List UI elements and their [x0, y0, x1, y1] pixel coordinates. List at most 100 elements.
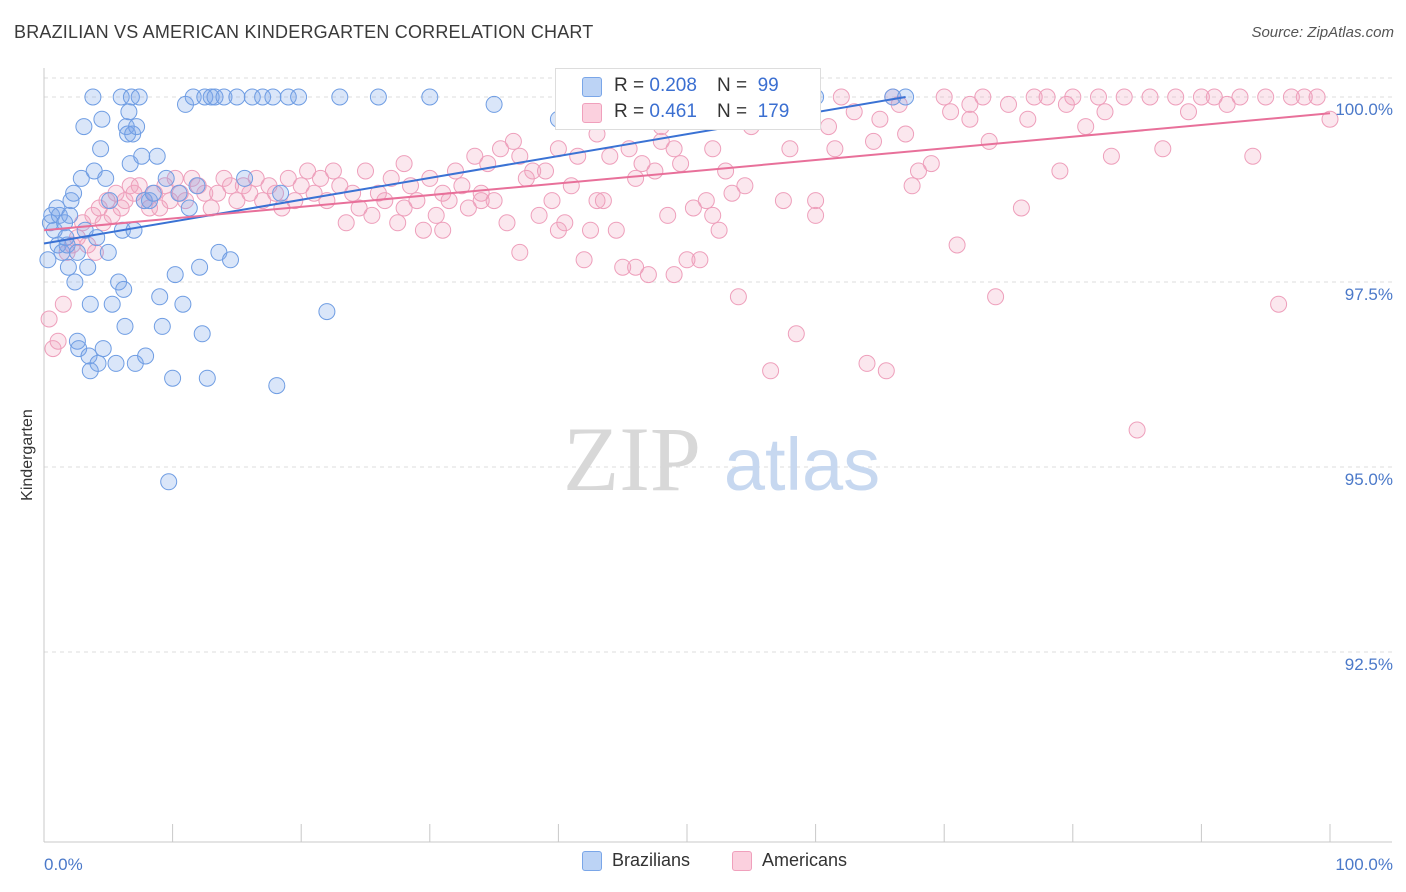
brazilians-point — [160, 473, 178, 491]
brazilians-point — [279, 88, 297, 106]
americans-point — [357, 162, 374, 180]
legend-item-brazilians[interactable]: Brazilians — [582, 850, 690, 871]
brazilians-point — [157, 169, 175, 187]
brazilians-point — [89, 354, 107, 372]
americans-point — [684, 199, 702, 217]
americans-point — [1012, 199, 1030, 217]
brazilians-point — [193, 325, 211, 343]
brazilians-stat-swatch — [582, 77, 602, 97]
americans-point — [807, 192, 825, 210]
americans-point — [1096, 103, 1114, 121]
americans-point — [1180, 103, 1197, 121]
brazilians-point — [88, 229, 106, 247]
americans-point — [1154, 140, 1172, 158]
brazilians-point — [166, 266, 184, 284]
americans-point — [267, 184, 284, 202]
brazilians-point — [151, 288, 169, 306]
americans-point — [607, 221, 625, 239]
brazilians-point — [68, 243, 86, 261]
americans-point — [832, 88, 850, 106]
brazilians-point — [115, 280, 133, 298]
americans-point — [961, 95, 979, 113]
brazilians-point — [125, 221, 143, 239]
americans-point — [1205, 88, 1223, 106]
americans-point — [312, 169, 329, 187]
americans-point — [344, 184, 362, 202]
brazilians-point — [153, 317, 171, 335]
americans-point — [910, 162, 927, 180]
americans-point — [1321, 110, 1339, 128]
x-tick-label-start: 0.0% — [44, 855, 83, 874]
brazilians-point — [94, 340, 112, 358]
brazilians-point — [170, 184, 188, 202]
americans-point — [562, 177, 580, 195]
americans-point — [54, 295, 72, 313]
americans-point — [1192, 88, 1210, 106]
brazilians-point — [93, 110, 111, 128]
americans-point — [1141, 88, 1159, 106]
americans-point — [485, 192, 503, 210]
brazilians-point — [81, 295, 99, 313]
americans-point — [447, 162, 464, 180]
legend-swatch-brazilians — [582, 850, 602, 871]
americans-point — [704, 206, 722, 224]
americans-point — [865, 132, 882, 150]
brazilians-point — [75, 118, 93, 136]
brazilians-point — [112, 88, 130, 106]
brazilians-n-value: 99 — [757, 75, 779, 96]
americans-point — [511, 243, 529, 261]
brazilians-point — [228, 88, 246, 106]
brazilians-point — [128, 118, 146, 136]
brazilians-point — [191, 258, 209, 276]
brazilians-stat-row: R = 0.208 N = 99 — [614, 75, 779, 97]
chart-title: BRAZILIAN VS AMERICAN KINDERGARTEN CORRE… — [14, 22, 594, 42]
brazilians-point — [116, 317, 134, 335]
gridlines — [44, 77, 1392, 653]
americans-point — [871, 110, 889, 128]
americans-point — [337, 214, 355, 232]
americans-point — [537, 162, 554, 180]
americans-point — [903, 177, 921, 195]
brazilians-point — [133, 147, 151, 165]
americans-point — [382, 169, 400, 187]
americans-point — [434, 221, 452, 239]
brazilians-point — [65, 184, 83, 202]
americans-point — [807, 206, 825, 224]
watermark-zip: ZIP — [563, 408, 701, 510]
brazilians-point — [264, 88, 282, 106]
brazilians-point — [331, 88, 349, 106]
brazilians-point — [72, 169, 90, 187]
brazilians-point — [135, 192, 153, 210]
americans-point — [247, 169, 265, 187]
brazilians-point — [103, 295, 121, 313]
americans-point — [1025, 88, 1043, 106]
brazilians-point — [254, 88, 272, 106]
brazilians-n-label: N = — [716, 75, 748, 96]
brazilians-point — [61, 206, 79, 224]
brazilians-point — [101, 192, 119, 210]
americans-point — [717, 162, 735, 180]
brazilians-point — [290, 88, 308, 106]
brazilians-point — [79, 258, 97, 276]
americans-point — [627, 169, 645, 187]
americans-r-label: R = — [614, 101, 645, 122]
americans-point — [40, 310, 58, 328]
americans-point — [498, 214, 516, 232]
americans-point — [665, 266, 683, 284]
bottom-legend: Brazilians Americans — [0, 850, 1406, 878]
americans-point — [723, 184, 741, 202]
brazilians-r-label: R = — [614, 75, 645, 96]
americans-point — [729, 288, 747, 306]
brazilians-r-value: 0.208 — [649, 75, 697, 96]
americans-point — [511, 147, 529, 165]
brazilians-point — [272, 184, 290, 202]
americans-point — [440, 192, 458, 210]
brazilians-point — [59, 258, 77, 276]
brazilians-point — [236, 169, 254, 187]
legend-item-americans[interactable]: Americans — [732, 850, 847, 871]
brazilians-point — [215, 88, 233, 106]
brazilians-point — [369, 88, 387, 106]
brazilians-point — [184, 88, 202, 106]
americans-point — [762, 362, 780, 380]
axes — [43, 68, 1392, 843]
